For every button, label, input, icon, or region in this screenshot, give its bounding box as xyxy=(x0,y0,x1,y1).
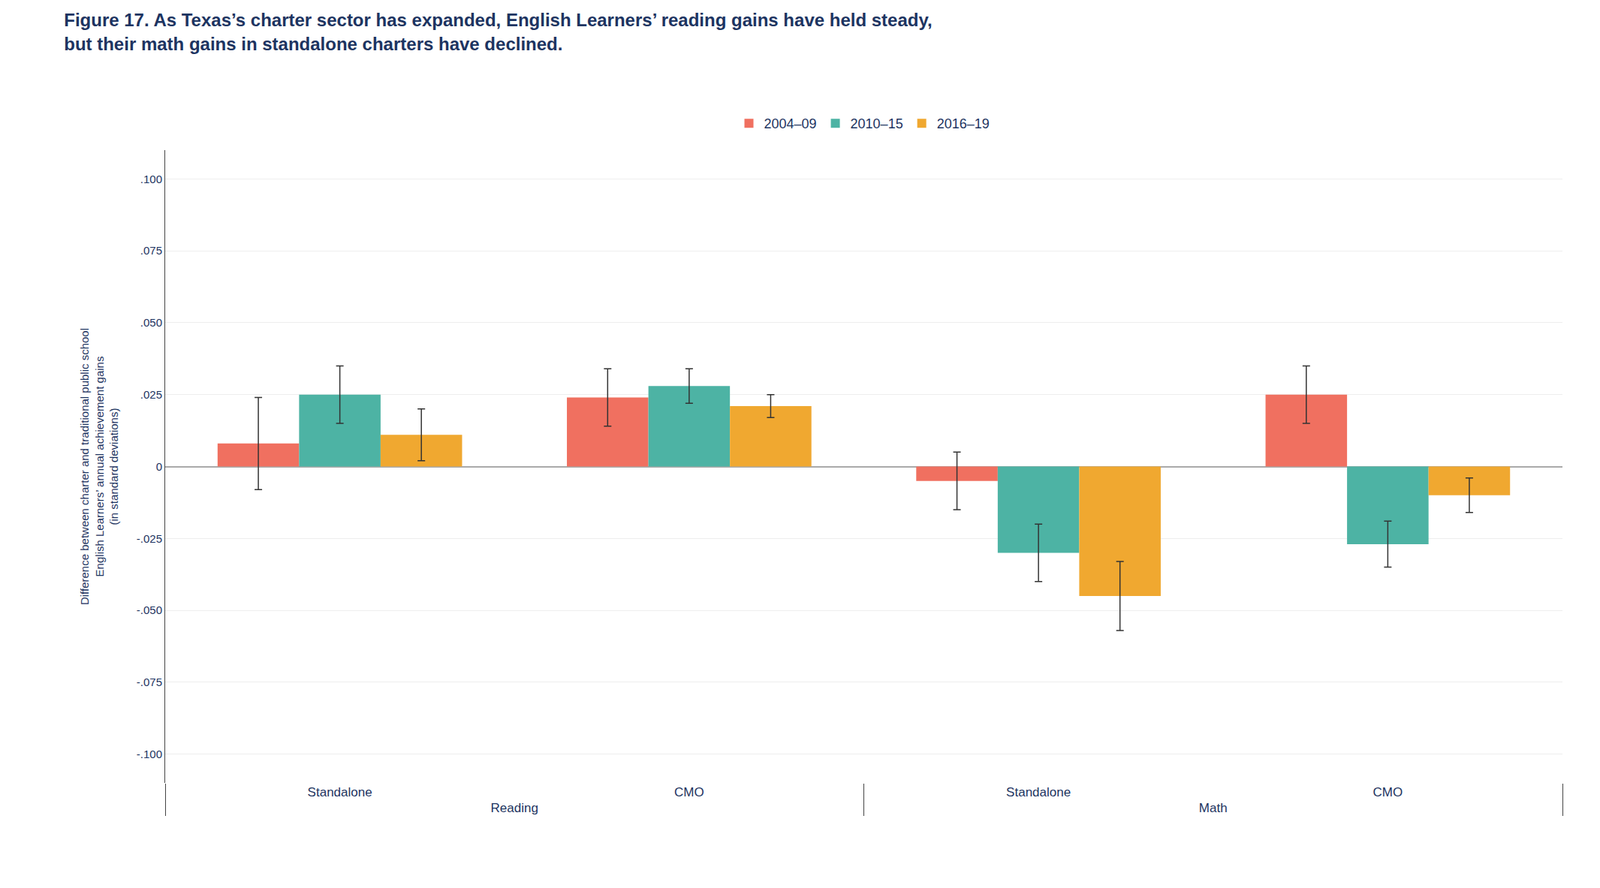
svg-text:Standalone: Standalone xyxy=(307,785,373,800)
svg-text:.025: .025 xyxy=(140,388,163,401)
svg-text:2010–15: 2010–15 xyxy=(850,116,904,132)
svg-text:CMO: CMO xyxy=(674,785,705,800)
svg-text:.075: .075 xyxy=(140,244,163,257)
svg-text:2016–19: 2016–19 xyxy=(937,116,990,132)
svg-text:Reading: Reading xyxy=(491,801,539,816)
svg-text:Standalone: Standalone xyxy=(1006,785,1071,800)
svg-text:Figure 17. As Texas’s charter: Figure 17. As Texas’s charter sector has… xyxy=(63,9,932,54)
svg-text:-.075: -.075 xyxy=(136,675,163,689)
svg-text:2004–09: 2004–09 xyxy=(764,116,817,132)
svg-text:-.025: -.025 xyxy=(136,532,163,546)
svg-text:-.100: -.100 xyxy=(136,747,163,761)
svg-text:Difference between charter and: Difference between charter and tradition… xyxy=(78,328,121,606)
svg-text:Math: Math xyxy=(1199,801,1228,816)
svg-text:-.050: -.050 xyxy=(136,603,163,617)
svg-text:.100: .100 xyxy=(140,172,163,186)
svg-text:CMO: CMO xyxy=(1373,785,1404,800)
svg-text:0: 0 xyxy=(156,460,163,474)
svg-text:.050: .050 xyxy=(140,316,163,329)
